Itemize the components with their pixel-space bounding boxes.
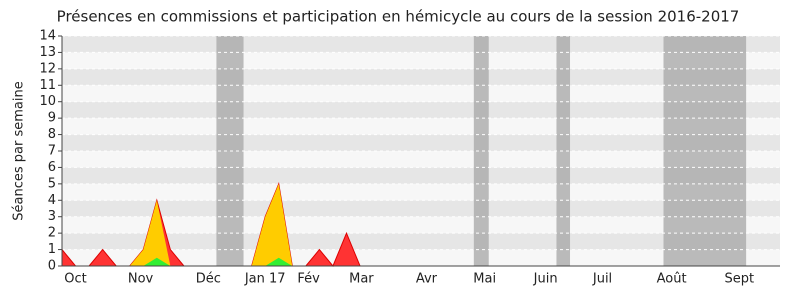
y-tick-label: 8 [48,127,56,142]
y-tick-label: 1 [48,242,56,257]
y-tick-label: 10 [39,94,56,109]
x-tick-label: Jan 17 [244,272,286,287]
y-tick-label: 2 [48,226,56,241]
y-tick-label: 5 [48,176,56,191]
x-tick-label: Déc [196,272,221,287]
y-tick-label: 4 [48,193,56,208]
x-tick-label: Juin [533,272,558,287]
y-tick-label: 6 [48,160,56,175]
y-tick-label: 3 [48,209,56,224]
shaded-range [556,36,571,266]
x-tick-label: Fév [297,272,320,287]
x-tick-label: Mai [473,272,496,287]
chart-title: Présences en commissions et participatio… [57,8,740,26]
y-tick-label: 12 [39,61,56,76]
x-tick-label: Sept [725,272,755,287]
y-tick-label: 0 [48,259,56,274]
y-tick-label: 9 [48,111,56,126]
shaded-range [473,36,489,266]
y-tick-label: 14 [39,29,56,44]
x-tick-label: Août [657,272,687,287]
x-tick-label: Mar [349,272,374,287]
x-tick-label: Nov [128,272,154,287]
y-tick-label: 13 [39,45,56,60]
x-tick-label: Juil [592,272,612,287]
y-tick-label: 11 [39,78,56,93]
x-tick-label: Avr [416,272,438,287]
y-tick-label: 7 [48,144,56,159]
y-axis-label: Séances par semaine [12,81,27,220]
x-tick-label: Oct [64,272,86,287]
